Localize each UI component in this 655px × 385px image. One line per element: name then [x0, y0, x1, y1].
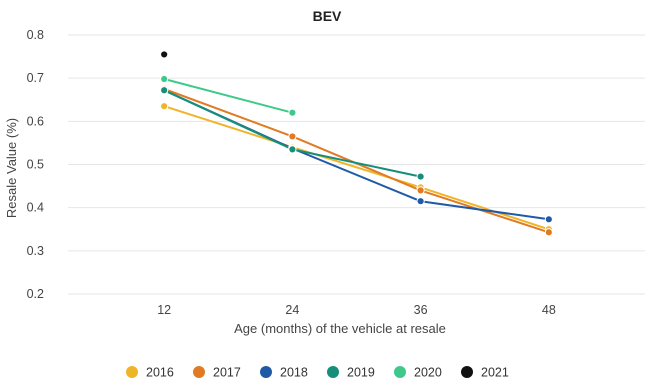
data-point-2021	[160, 50, 169, 59]
legend-item-2017: 2017	[193, 366, 241, 380]
legend-item-2020: 2020	[394, 366, 442, 380]
legend-label: 2021	[481, 366, 509, 380]
series-lines	[163, 78, 550, 234]
y-tick-label: 0.7	[27, 71, 44, 85]
x-axis-tick-labels: 12 24 36 48	[157, 303, 556, 317]
legend-label: 2016	[146, 366, 174, 380]
legend-item-2016: 2016	[126, 366, 174, 380]
y-tick-label: 0.5	[27, 158, 44, 172]
data-point-2017	[544, 228, 553, 237]
y-tick-label: 0.6	[27, 114, 44, 128]
y-tick-label: 0.8	[27, 28, 44, 42]
series-line-2016	[163, 105, 550, 231]
legend-item-2021: 2021	[461, 366, 509, 380]
data-point-2018	[416, 197, 425, 206]
data-point-2018	[544, 215, 553, 224]
legend-label: 2017	[213, 366, 241, 380]
legend-item-2019: 2019	[327, 366, 375, 380]
legend-marker	[193, 366, 205, 378]
series-line-2020	[163, 78, 294, 114]
y-axis-label: Resale Value (%)	[4, 118, 19, 218]
y-tick-label: 0.4	[27, 201, 44, 215]
legend-marker	[327, 366, 339, 378]
x-tick-label: 24	[285, 303, 299, 317]
legend-label: 2020	[414, 366, 442, 380]
legend-label: 2018	[280, 366, 308, 380]
x-tick-label: 48	[542, 303, 556, 317]
series-points	[160, 50, 553, 237]
x-tick-label: 36	[414, 303, 428, 317]
legend-marker	[394, 366, 406, 378]
data-point-2020	[160, 74, 169, 84]
data-point-2019	[416, 172, 425, 181]
legend-label: 2019	[347, 366, 375, 380]
data-point-2017	[416, 186, 425, 195]
data-point-2020	[288, 108, 297, 117]
grid-lines	[68, 34, 645, 295]
y-tick-label: 0.2	[27, 287, 44, 301]
chart-title: BEV	[313, 8, 342, 24]
legend-marker	[461, 366, 473, 378]
data-point-2019	[288, 145, 297, 154]
legend: 2016 2017 2018 2019 2020 2021	[126, 366, 509, 380]
legend-item-2018: 2018	[260, 366, 308, 380]
data-point-2016	[160, 102, 169, 111]
legend-marker	[126, 366, 138, 378]
y-axis-tick-labels: 0.2 0.3 0.4 0.5 0.6 0.7 0.8	[27, 28, 44, 301]
y-tick-label: 0.3	[27, 244, 44, 258]
data-point-2017	[288, 132, 297, 141]
legend-marker	[260, 366, 272, 378]
x-axis-label: Age (months) of the vehicle at resale	[234, 321, 446, 336]
x-tick-label: 12	[157, 303, 171, 317]
data-point-2019	[160, 86, 169, 95]
